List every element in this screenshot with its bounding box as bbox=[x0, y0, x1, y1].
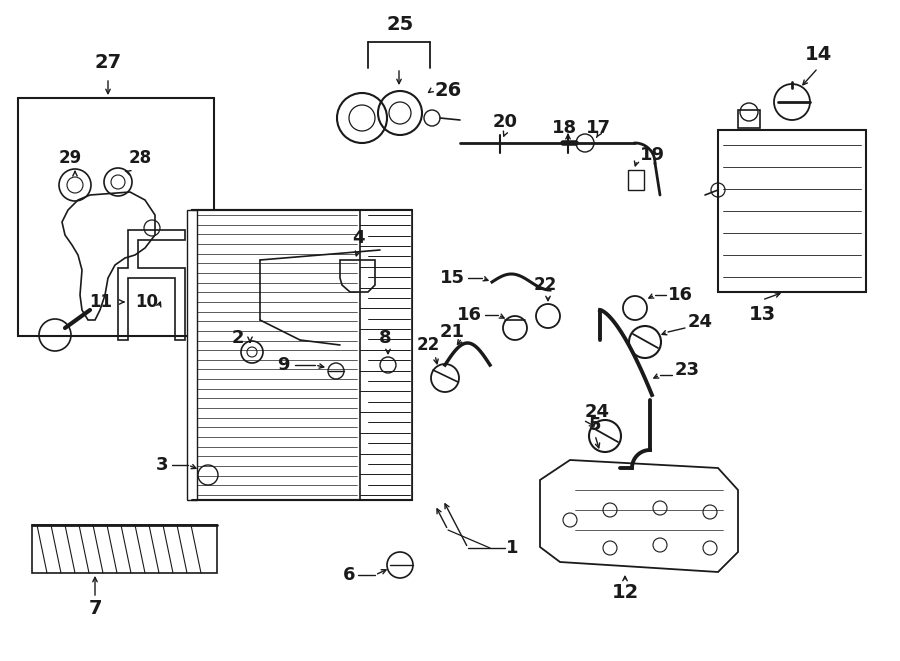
Text: 8: 8 bbox=[379, 329, 392, 347]
Text: 2: 2 bbox=[232, 329, 244, 347]
Text: 26: 26 bbox=[435, 81, 463, 100]
Text: 9: 9 bbox=[277, 356, 290, 374]
Text: 4: 4 bbox=[352, 229, 365, 247]
Text: 15: 15 bbox=[440, 269, 465, 287]
Bar bbox=[360, 210, 412, 500]
Text: 16: 16 bbox=[457, 306, 482, 324]
Text: 23: 23 bbox=[675, 361, 700, 379]
Text: 28: 28 bbox=[129, 149, 151, 167]
Text: 3: 3 bbox=[156, 456, 168, 474]
Bar bbox=[738, 110, 760, 128]
Bar bbox=[192, 210, 412, 500]
Text: 27: 27 bbox=[94, 52, 122, 71]
Bar bbox=[187, 210, 197, 500]
Text: 11: 11 bbox=[89, 293, 112, 311]
Text: 22: 22 bbox=[534, 276, 556, 294]
Bar bbox=[18, 98, 214, 336]
Text: 6: 6 bbox=[343, 566, 355, 584]
Bar bbox=[32, 525, 217, 573]
Text: 24: 24 bbox=[585, 403, 610, 421]
Text: 19: 19 bbox=[640, 146, 665, 164]
Text: 1: 1 bbox=[506, 539, 518, 557]
Text: 13: 13 bbox=[749, 305, 776, 325]
Bar bbox=[628, 170, 644, 190]
Text: 14: 14 bbox=[805, 46, 832, 65]
Text: 24: 24 bbox=[688, 313, 713, 331]
Text: 10: 10 bbox=[136, 293, 158, 311]
Text: 12: 12 bbox=[611, 582, 639, 602]
Bar bbox=[718, 130, 866, 292]
Text: 7: 7 bbox=[88, 598, 102, 617]
Text: 16: 16 bbox=[668, 286, 693, 304]
Text: 29: 29 bbox=[58, 149, 82, 167]
Text: 21: 21 bbox=[440, 323, 465, 341]
Text: 5: 5 bbox=[589, 416, 601, 434]
Text: 18: 18 bbox=[553, 119, 578, 137]
Text: 25: 25 bbox=[386, 15, 414, 34]
Text: 17: 17 bbox=[586, 119, 610, 137]
Text: 20: 20 bbox=[492, 113, 517, 131]
Text: 22: 22 bbox=[417, 336, 439, 354]
